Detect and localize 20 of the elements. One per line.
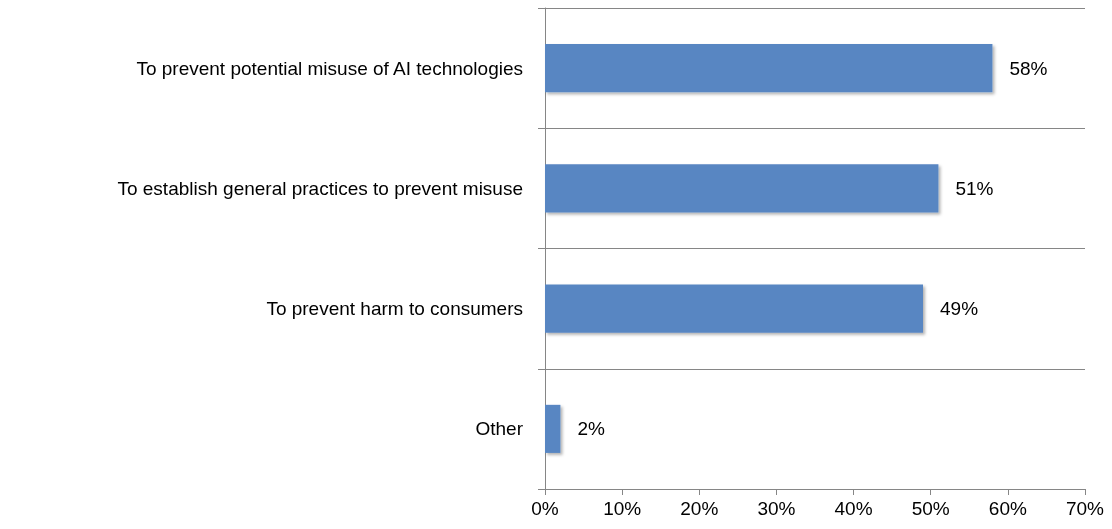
x-tick-label: 0% (531, 498, 559, 519)
x-tick-label: 70% (1065, 498, 1105, 519)
y-tick-label: Other (475, 418, 524, 440)
y-tick-label: To prevent harm to consumers (266, 298, 523, 320)
data-label: 51% (955, 177, 994, 199)
x-tick-label: 40% (834, 498, 873, 519)
y-tick-label: To establish general practices to prevent misuse (117, 177, 523, 199)
y-tick-label: To prevent potential misuse of AI technologies (136, 57, 523, 79)
bar (545, 164, 939, 213)
bar (545, 404, 561, 453)
data-label: 49% (940, 298, 979, 320)
data-label: 58% (1009, 57, 1048, 79)
data-label: 2% (577, 418, 605, 440)
bar (545, 284, 923, 333)
x-tick-label: 30% (757, 498, 796, 519)
bar (545, 44, 993, 93)
x-tick-label: 20% (680, 498, 719, 519)
x-tick-label: 50% (911, 498, 950, 519)
x-tick-label: 60% (988, 498, 1027, 519)
x-tick-label: 10% (603, 498, 642, 519)
